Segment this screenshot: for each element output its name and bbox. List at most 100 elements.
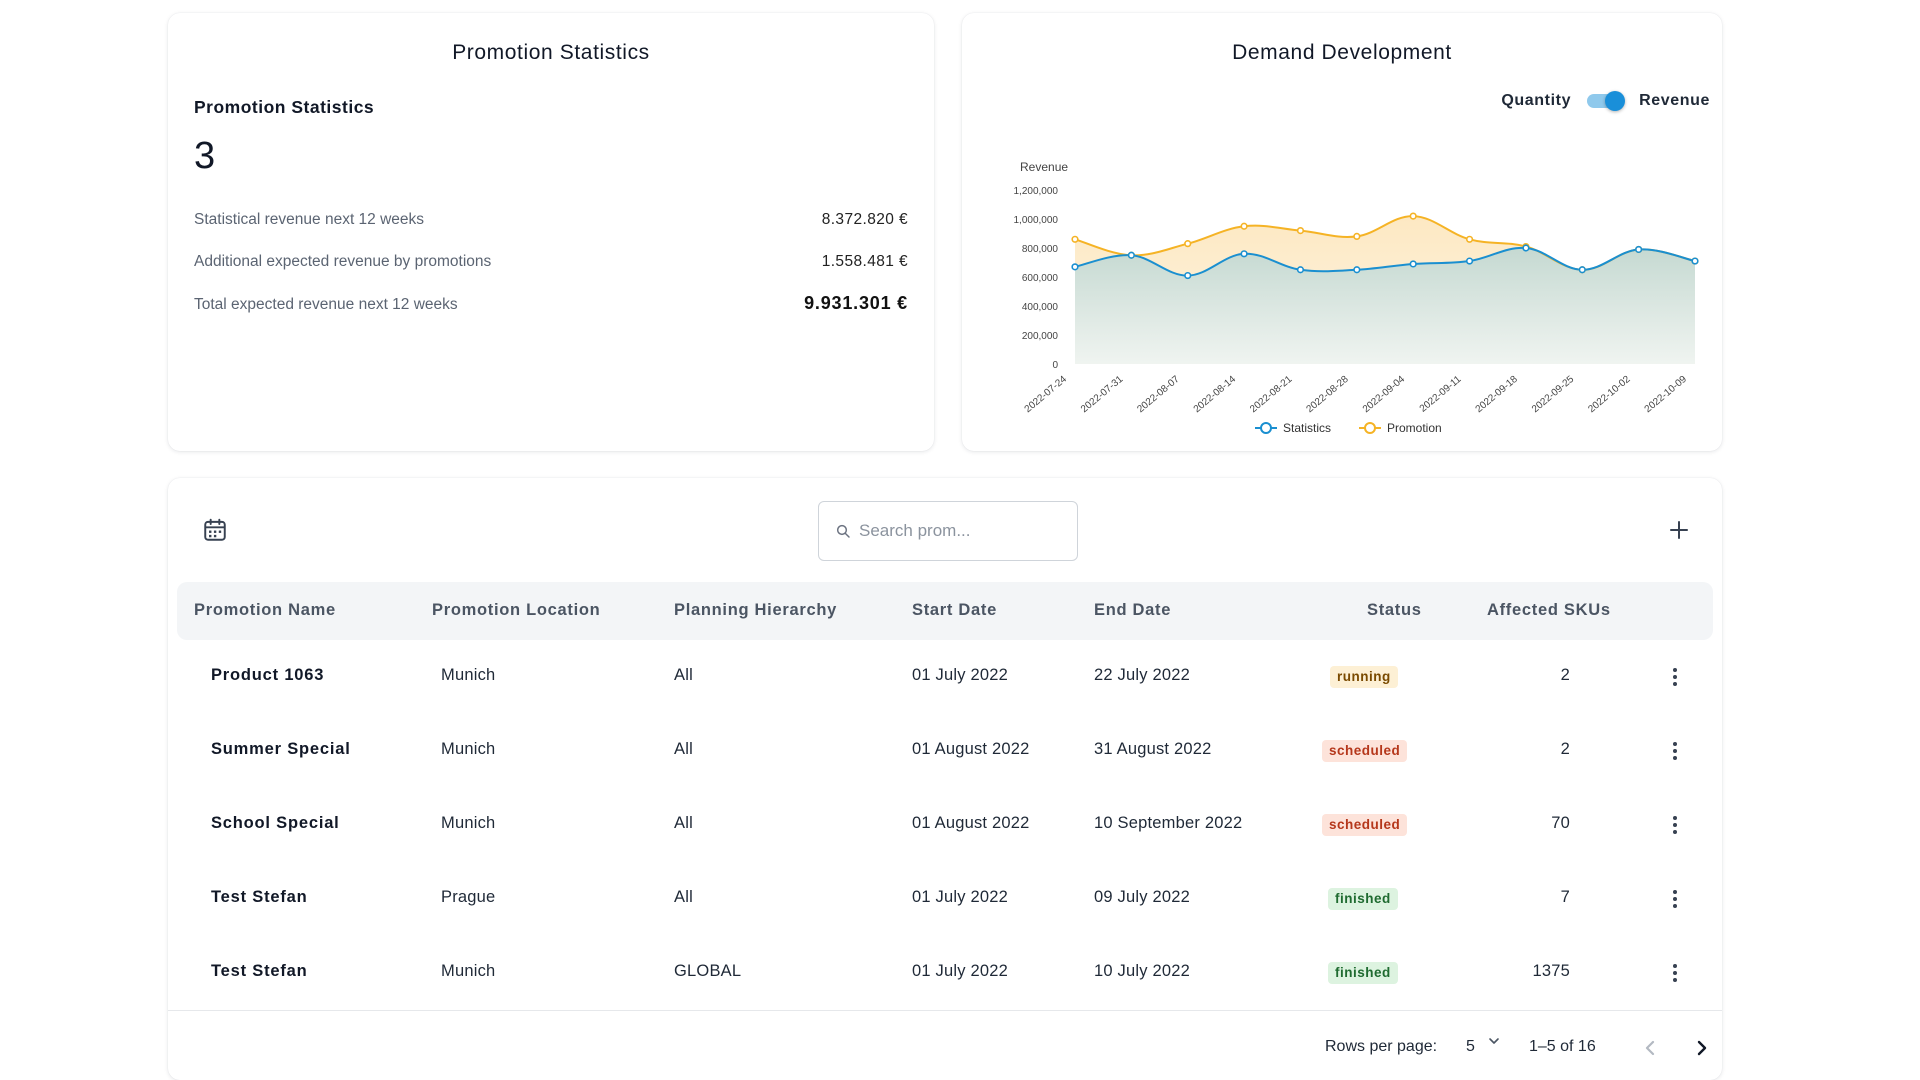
statistics-point	[1522, 244, 1530, 252]
column-header-promotion-location[interactable]: Promotion Location	[432, 601, 601, 619]
column-header-end-date[interactable]: End Date	[1094, 601, 1172, 619]
statistics-point	[1409, 260, 1417, 268]
table-row[interactable]: Product 1063 Munich All 01 July 2022 22 …	[177, 640, 1713, 714]
search-box	[818, 501, 1078, 561]
status-badge: scheduled	[1322, 814, 1408, 836]
cell-promotion-name: Test Stefan	[211, 888, 308, 906]
cell-hierarchy: All	[674, 888, 693, 906]
add-promotion-button[interactable]	[1664, 515, 1694, 545]
cell-location: Munich	[441, 740, 496, 758]
cell-promotion-name: Product 1063	[211, 666, 325, 684]
row-actions-button[interactable]	[1664, 738, 1686, 764]
statistics-point	[1127, 251, 1135, 259]
more-vert-icon	[1673, 668, 1677, 672]
rows-per-page-select[interactable]: 5	[1466, 1033, 1512, 1063]
cell-promotion-name: School Special	[211, 814, 340, 832]
previous-page-button[interactable]	[1635, 1033, 1665, 1063]
y-tick-label: 200,000	[1022, 331, 1059, 342]
legend-item-statistics: Statistics	[1255, 421, 1331, 435]
y-tick-label: 800,000	[1022, 244, 1059, 255]
row-actions-button[interactable]	[1664, 664, 1686, 690]
cell-affected-skus: 7	[1560, 888, 1570, 906]
cell-location: Munich	[441, 666, 496, 684]
cell-end-date: 10 September 2022	[1094, 814, 1243, 832]
cell-promotion-name: Summer Special	[211, 740, 351, 758]
x-tick-label: 2022-08-07	[1135, 374, 1182, 416]
statistics-point	[1578, 266, 1586, 274]
more-vert-icon	[1673, 964, 1677, 968]
column-header-status[interactable]: Status	[1367, 601, 1422, 619]
more-vert-icon	[1673, 890, 1677, 894]
row-actions-button[interactable]	[1664, 886, 1686, 912]
cell-affected-skus: 1375	[1532, 962, 1570, 980]
chevron-right-icon	[1697, 1040, 1707, 1056]
statistics-point	[1465, 257, 1474, 265]
table-pagination: Rows per page: 5 1–5 of 16	[168, 1010, 1722, 1080]
rows-per-page-label: Rows per page:	[1325, 1038, 1438, 1055]
x-tick-label: 2022-10-09	[1643, 374, 1690, 416]
cell-end-date: 09 July 2022	[1094, 888, 1190, 906]
status-badge: finished	[1328, 962, 1398, 984]
cell-end-date: 10 July 2022	[1094, 962, 1190, 980]
status-badge: running	[1330, 666, 1398, 688]
cell-end-date: 22 July 2022	[1094, 666, 1190, 684]
stat-label: Additional expected revenue by promotion…	[194, 253, 492, 270]
x-tick-label: 2022-09-11	[1418, 374, 1464, 415]
cell-start-date: 01 July 2022	[912, 888, 1008, 906]
statistics-point	[1071, 263, 1079, 271]
promotion-point	[1353, 232, 1361, 240]
table-row[interactable]: School Special Munich All 01 August 2022…	[177, 788, 1713, 862]
statistics-line	[1074, 246, 1696, 277]
promotions-table-card: Promotion Name Promotion Location Planni…	[168, 478, 1722, 1080]
column-header-affected-skus[interactable]: Affected SKUs	[1487, 601, 1611, 619]
statistics-point	[1184, 271, 1192, 280]
search-input[interactable]	[859, 521, 1059, 541]
stat-row-total-revenue: Total expected revenue next 12 weeks 9.9…	[194, 293, 908, 314]
cell-hierarchy: All	[674, 666, 693, 684]
cell-affected-skus: 70	[1551, 814, 1570, 832]
cell-affected-skus: 2	[1560, 666, 1570, 684]
promotion-statistics-card: Promotion Statistics Promotion Statistic…	[168, 13, 934, 451]
legend-marker	[1364, 422, 1376, 434]
quantity-revenue-toggle[interactable]	[1585, 91, 1626, 111]
plus-icon	[1670, 521, 1688, 539]
table-row[interactable]: Test Stefan Munich GLOBAL 01 July 2022 1…	[177, 936, 1713, 1010]
stat-label: Total expected revenue next 12 weeks	[194, 296, 458, 313]
y-tick-label: 1,200,000	[1014, 186, 1059, 197]
promotion-point	[1465, 235, 1474, 243]
chevron-down-icon	[1489, 1038, 1499, 1044]
stats-subtitle: Promotion Statistics	[194, 97, 375, 117]
table-row[interactable]: Summer Special Munich All 01 August 2022…	[177, 714, 1713, 788]
table-header: Promotion Name Promotion Location Planni…	[177, 582, 1713, 640]
legend-item-promotion: Promotion	[1359, 421, 1442, 435]
statistics-area	[1075, 247, 1695, 364]
row-actions-button[interactable]	[1664, 960, 1686, 986]
cell-start-date: 01 August 2022	[912, 814, 1030, 832]
cell-location: Munich	[441, 962, 496, 980]
x-tick-label: 2022-09-25	[1530, 374, 1577, 416]
column-header-start-date[interactable]: Start Date	[912, 601, 997, 619]
demand-development-card: Demand Development Quantity Revenue Reve…	[962, 13, 1722, 451]
row-actions-button[interactable]	[1664, 812, 1686, 838]
y-tick-label: 600,000	[1022, 273, 1059, 284]
y-axis-label: Revenue	[1020, 160, 1068, 174]
y-tick-label: 1,000,000	[1014, 215, 1059, 226]
cell-promotion-name: Test Stefan	[211, 962, 308, 980]
table-row[interactable]: Test Stefan Prague All 01 July 2022 09 J…	[177, 862, 1713, 936]
x-tick-label: 2022-07-31	[1079, 374, 1126, 416]
cell-start-date: 01 July 2022	[912, 962, 1008, 980]
column-header-planning-hierarchy[interactable]: Planning Hierarchy	[674, 601, 837, 619]
status-badge: finished	[1328, 888, 1398, 910]
chevron-left-icon	[1645, 1040, 1655, 1056]
search-icon	[836, 524, 850, 538]
cell-end-date: 31 August 2022	[1094, 740, 1212, 758]
calendar-button[interactable]	[202, 517, 228, 543]
x-tick-label: 2022-09-18	[1474, 374, 1521, 416]
statistics-point	[1635, 245, 1643, 254]
next-page-button[interactable]	[1687, 1033, 1717, 1063]
y-tick-label: 400,000	[1022, 302, 1059, 313]
statistics-point	[1691, 257, 1699, 265]
statistics-point	[1240, 250, 1248, 258]
column-header-promotion-name[interactable]: Promotion Name	[194, 601, 336, 619]
demand-card-title: Demand Development	[1232, 41, 1452, 64]
